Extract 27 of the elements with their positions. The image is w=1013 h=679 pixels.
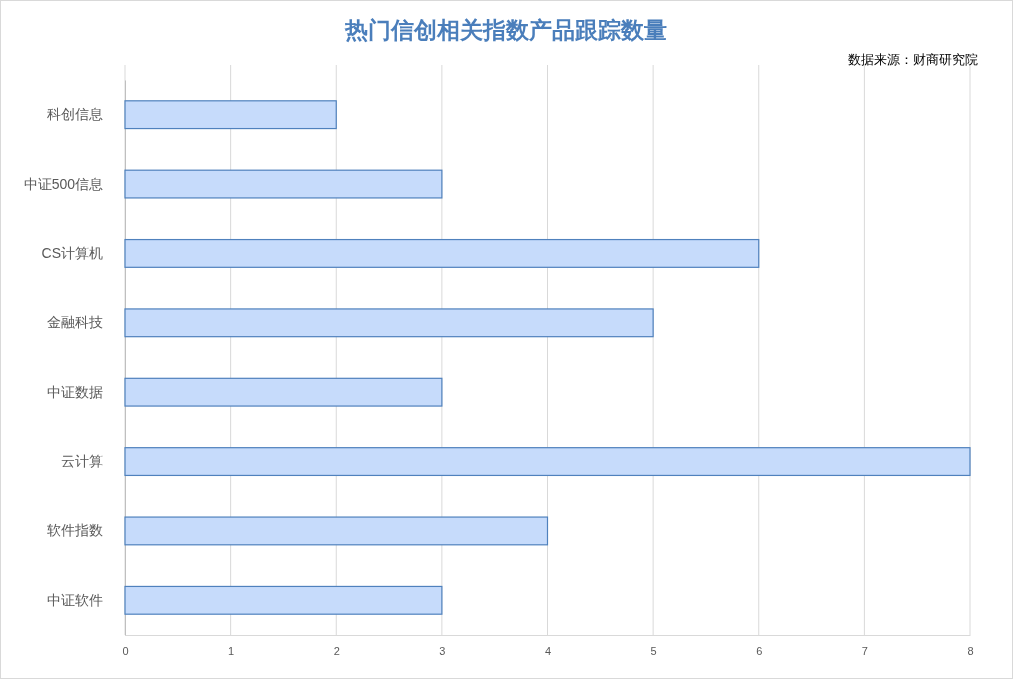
bar (124, 238, 760, 268)
annotation: 数据来源：财商研究院 (848, 52, 978, 67)
x-tick-label: 3 (439, 644, 446, 657)
x-tick-label: 8 (967, 644, 974, 657)
x-tick-label: 7 (861, 644, 868, 657)
bar (124, 516, 549, 546)
x-tick-label: 0 (122, 644, 129, 657)
bar (124, 308, 654, 338)
y-tick-label: 金融科技 (47, 314, 103, 331)
y-tick-label: 云计算 (61, 453, 103, 470)
y-tick-label: 科创信息 (47, 106, 103, 123)
x-tick-label: 6 (756, 644, 763, 657)
x-tick-label: 1 (228, 644, 235, 657)
bar (124, 585, 443, 615)
bar (124, 100, 337, 130)
x-tick-label: 2 (333, 644, 340, 657)
y-tick-label: 中证数据 (47, 383, 103, 400)
y-tick-label: 中证500信息 (23, 175, 103, 192)
y-tick-label: CS计算机 (41, 244, 103, 261)
bar (124, 377, 443, 407)
bar (124, 447, 971, 477)
chart-title: 热门信创相关指数产品跟踪数量 (344, 17, 667, 43)
bar (124, 169, 443, 199)
y-tick-label: 软件指数 (47, 522, 103, 539)
y-tick-label: 中证软件 (47, 591, 103, 608)
x-tick-label: 4 (544, 644, 552, 657)
x-tick-label: 5 (650, 644, 657, 657)
